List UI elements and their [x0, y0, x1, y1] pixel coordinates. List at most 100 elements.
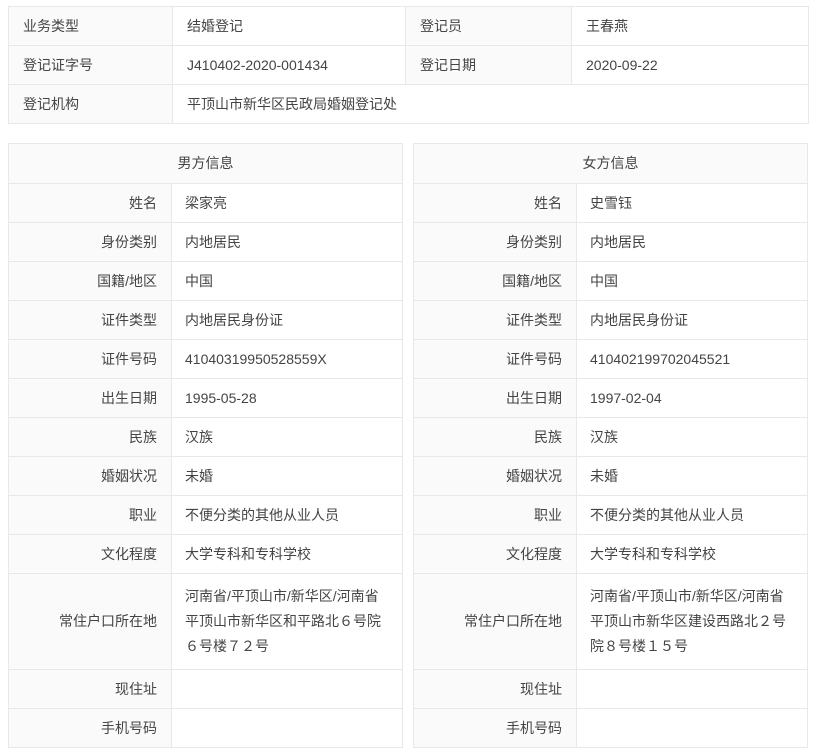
table-row: 登记证字号 J410402-2020-001434 登记日期 2020-09-2… — [8, 45, 809, 85]
panel-header-row: 女方信息 — [413, 143, 808, 184]
registration-summary-table: 业务类型 结婚登记 登记员 王春燕 登记证字号 J410402-2020-001… — [8, 6, 809, 124]
table-row: 民族 汉族 — [413, 417, 808, 457]
party-panels: 男方信息 姓名 梁家亮 身份类别 内地居民 国籍/地区 中国 — [8, 143, 808, 748]
table-row: 职业 不便分类的其他从业人员 — [413, 495, 808, 535]
female-education-label: 文化程度 — [413, 534, 577, 574]
registrar-value: 王春燕 — [571, 6, 809, 46]
female-identity-category-label: 身份类别 — [413, 222, 577, 262]
table-row: 姓名 史雪钰 — [413, 183, 808, 223]
table-row: 证件号码 41040319950528559X — [8, 339, 403, 379]
female-id-number-value: 410402199702045521 — [576, 339, 808, 379]
table-row: 证件号码 410402199702045521 — [413, 339, 808, 379]
female-name-label: 姓名 — [413, 183, 577, 223]
male-education-value: 大学专科和专科学校 — [171, 534, 403, 574]
table-row: 常住户口所在地 河南省/平顶山市/新华区/河南省平顶山市新华区建设西路北２号院８… — [413, 573, 808, 670]
female-phone-label: 手机号码 — [413, 708, 577, 748]
table-row: 现住址 — [8, 669, 403, 709]
male-occupation-value: 不便分类的其他从业人员 — [171, 495, 403, 535]
male-id-number-value: 41040319950528559X — [171, 339, 403, 379]
table-row: 身份类别 内地居民 — [8, 222, 403, 262]
certificate-number-label: 登记证字号 — [8, 45, 173, 85]
male-birth-date-label: 出生日期 — [8, 378, 172, 418]
male-marital-status-label: 婚姻状况 — [8, 456, 172, 496]
table-row: 出生日期 1997-02-04 — [413, 378, 808, 418]
female-ethnicity-value: 汉族 — [576, 417, 808, 457]
male-ethnicity-value: 汉族 — [171, 417, 403, 457]
table-row: 国籍/地区 中国 — [8, 261, 403, 301]
male-nationality-label: 国籍/地区 — [8, 261, 172, 301]
male-info-table: 男方信息 姓名 梁家亮 身份类别 内地居民 国籍/地区 中国 — [8, 143, 403, 748]
female-id-type-label: 证件类型 — [413, 300, 577, 340]
registration-date-label: 登记日期 — [405, 45, 572, 85]
female-occupation-label: 职业 — [413, 495, 577, 535]
table-row: 手机号码 — [413, 708, 808, 748]
female-current-address-value — [576, 669, 808, 709]
female-nationality-label: 国籍/地区 — [413, 261, 577, 301]
male-marital-status-value: 未婚 — [171, 456, 403, 496]
male-ethnicity-label: 民族 — [8, 417, 172, 457]
female-education-value: 大学专科和专科学校 — [576, 534, 808, 574]
table-row: 婚姻状况 未婚 — [413, 456, 808, 496]
female-occupation-value: 不便分类的其他从业人员 — [576, 495, 808, 535]
table-row: 文化程度 大学专科和专科学校 — [8, 534, 403, 574]
male-birth-date-value: 1995-05-28 — [171, 378, 403, 418]
female-household-address-value: 河南省/平顶山市/新华区/河南省平顶山市新华区建设西路北２号院８号楼１５号 — [576, 573, 808, 670]
business-type-label: 业务类型 — [8, 6, 173, 46]
table-row: 现住址 — [413, 669, 808, 709]
female-birth-date-value: 1997-02-04 — [576, 378, 808, 418]
table-row: 出生日期 1995-05-28 — [8, 378, 403, 418]
table-row: 业务类型 结婚登记 登记员 王春燕 — [8, 6, 809, 46]
female-household-address-label: 常住户口所在地 — [413, 573, 577, 670]
business-type-value: 结婚登记 — [172, 6, 406, 46]
female-birth-date-label: 出生日期 — [413, 378, 577, 418]
male-identity-category-label: 身份类别 — [8, 222, 172, 262]
table-row: 婚姻状况 未婚 — [8, 456, 403, 496]
female-id-number-label: 证件号码 — [413, 339, 577, 379]
female-panel-title: 女方信息 — [413, 143, 808, 184]
female-nationality-value: 中国 — [576, 261, 808, 301]
table-row: 文化程度 大学专科和专科学校 — [413, 534, 808, 574]
table-row: 证件类型 内地居民身份证 — [413, 300, 808, 340]
female-info-panel: 女方信息 姓名 史雪钰 身份类别 内地居民 国籍/地区 中国 — [413, 143, 808, 748]
table-row: 登记机构 平顶山市新华区民政局婚姻登记处 — [8, 84, 809, 124]
table-row: 证件类型 内地居民身份证 — [8, 300, 403, 340]
male-occupation-label: 职业 — [8, 495, 172, 535]
male-current-address-value — [171, 669, 403, 709]
male-panel-title: 男方信息 — [8, 143, 403, 184]
male-current-address-label: 现住址 — [8, 669, 172, 709]
male-name-value: 梁家亮 — [171, 183, 403, 223]
male-household-address-label: 常住户口所在地 — [8, 573, 172, 670]
female-info-table: 女方信息 姓名 史雪钰 身份类别 内地居民 国籍/地区 中国 — [413, 143, 808, 748]
table-row: 手机号码 — [8, 708, 403, 748]
table-row: 身份类别 内地居民 — [413, 222, 808, 262]
registrar-label: 登记员 — [405, 6, 572, 46]
female-phone-value — [576, 708, 808, 748]
female-marital-status-value: 未婚 — [576, 456, 808, 496]
female-identity-category-value: 内地居民 — [576, 222, 808, 262]
male-id-number-label: 证件号码 — [8, 339, 172, 379]
table-row: 国籍/地区 中国 — [413, 261, 808, 301]
male-info-panel: 男方信息 姓名 梁家亮 身份类别 内地居民 国籍/地区 中国 — [8, 143, 403, 748]
table-row: 职业 不便分类的其他从业人员 — [8, 495, 403, 535]
male-education-label: 文化程度 — [8, 534, 172, 574]
male-phone-value — [171, 708, 403, 748]
male-identity-category-value: 内地居民 — [171, 222, 403, 262]
panel-header-row: 男方信息 — [8, 143, 403, 184]
male-phone-label: 手机号码 — [8, 708, 172, 748]
female-current-address-label: 现住址 — [413, 669, 577, 709]
male-household-address-value: 河南省/平顶山市/新华区/河南省平顶山市新华区和平路北６号院６号楼７２号 — [171, 573, 403, 670]
female-marital-status-label: 婚姻状况 — [413, 456, 577, 496]
certificate-number-value: J410402-2020-001434 — [172, 45, 406, 85]
table-row: 常住户口所在地 河南省/平顶山市/新华区/河南省平顶山市新华区和平路北６号院６号… — [8, 573, 403, 670]
registration-date-value: 2020-09-22 — [571, 45, 809, 85]
female-name-value: 史雪钰 — [576, 183, 808, 223]
registration-agency-label: 登记机构 — [8, 84, 173, 124]
female-id-type-value: 内地居民身份证 — [576, 300, 808, 340]
male-id-type-label: 证件类型 — [8, 300, 172, 340]
female-ethnicity-label: 民族 — [413, 417, 577, 457]
male-name-label: 姓名 — [8, 183, 172, 223]
table-row: 民族 汉族 — [8, 417, 403, 457]
male-id-type-value: 内地居民身份证 — [171, 300, 403, 340]
male-nationality-value: 中国 — [171, 261, 403, 301]
